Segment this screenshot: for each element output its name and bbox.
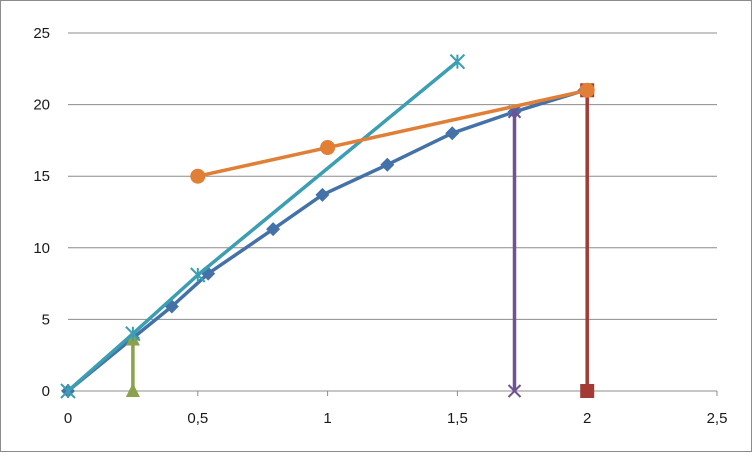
y-tick-label: 15 xyxy=(33,168,50,185)
series-3 xyxy=(125,331,140,397)
series-6 xyxy=(190,82,595,184)
series-line xyxy=(66,60,459,393)
y-tick-label: 20 xyxy=(33,97,50,114)
diamond-marker xyxy=(380,157,395,172)
axes: 0 5 10 15 20 25 0 0,5 1 1,5 2 2,5 xyxy=(33,25,727,427)
x-tick-label: 1,5 xyxy=(447,410,468,427)
gridlines xyxy=(68,32,717,320)
x-tick-label: 0 xyxy=(64,410,72,427)
asterisk-marker xyxy=(449,53,466,70)
series-layer xyxy=(60,53,595,399)
circle-marker xyxy=(190,168,206,184)
x-tick-label: 0,5 xyxy=(187,410,208,427)
series-line xyxy=(66,88,586,393)
y-tick-label: 5 xyxy=(42,311,50,328)
asterisk-marker xyxy=(190,267,206,283)
series-4 xyxy=(507,105,522,398)
series-5 xyxy=(60,53,466,399)
asterisk-marker xyxy=(125,326,141,342)
x-marker xyxy=(507,384,522,398)
y-tick-label: 25 xyxy=(33,25,50,42)
diamond-marker xyxy=(445,126,460,141)
series-1 xyxy=(61,83,592,398)
diamond-marker xyxy=(315,187,330,202)
circle-marker xyxy=(579,82,595,98)
square-marker xyxy=(580,384,595,398)
diamond-marker xyxy=(266,222,281,237)
x-tick-label: 2,5 xyxy=(707,410,728,427)
y-tick-label: 0 xyxy=(42,383,50,400)
x-tick-label: 1 xyxy=(323,410,331,427)
x-tick-label: 2 xyxy=(583,410,591,427)
circle-marker xyxy=(320,140,336,156)
asterisk-marker xyxy=(60,383,76,399)
series-2 xyxy=(580,83,595,398)
y-tick-label: 10 xyxy=(33,240,50,257)
triangle-marker xyxy=(125,383,140,397)
